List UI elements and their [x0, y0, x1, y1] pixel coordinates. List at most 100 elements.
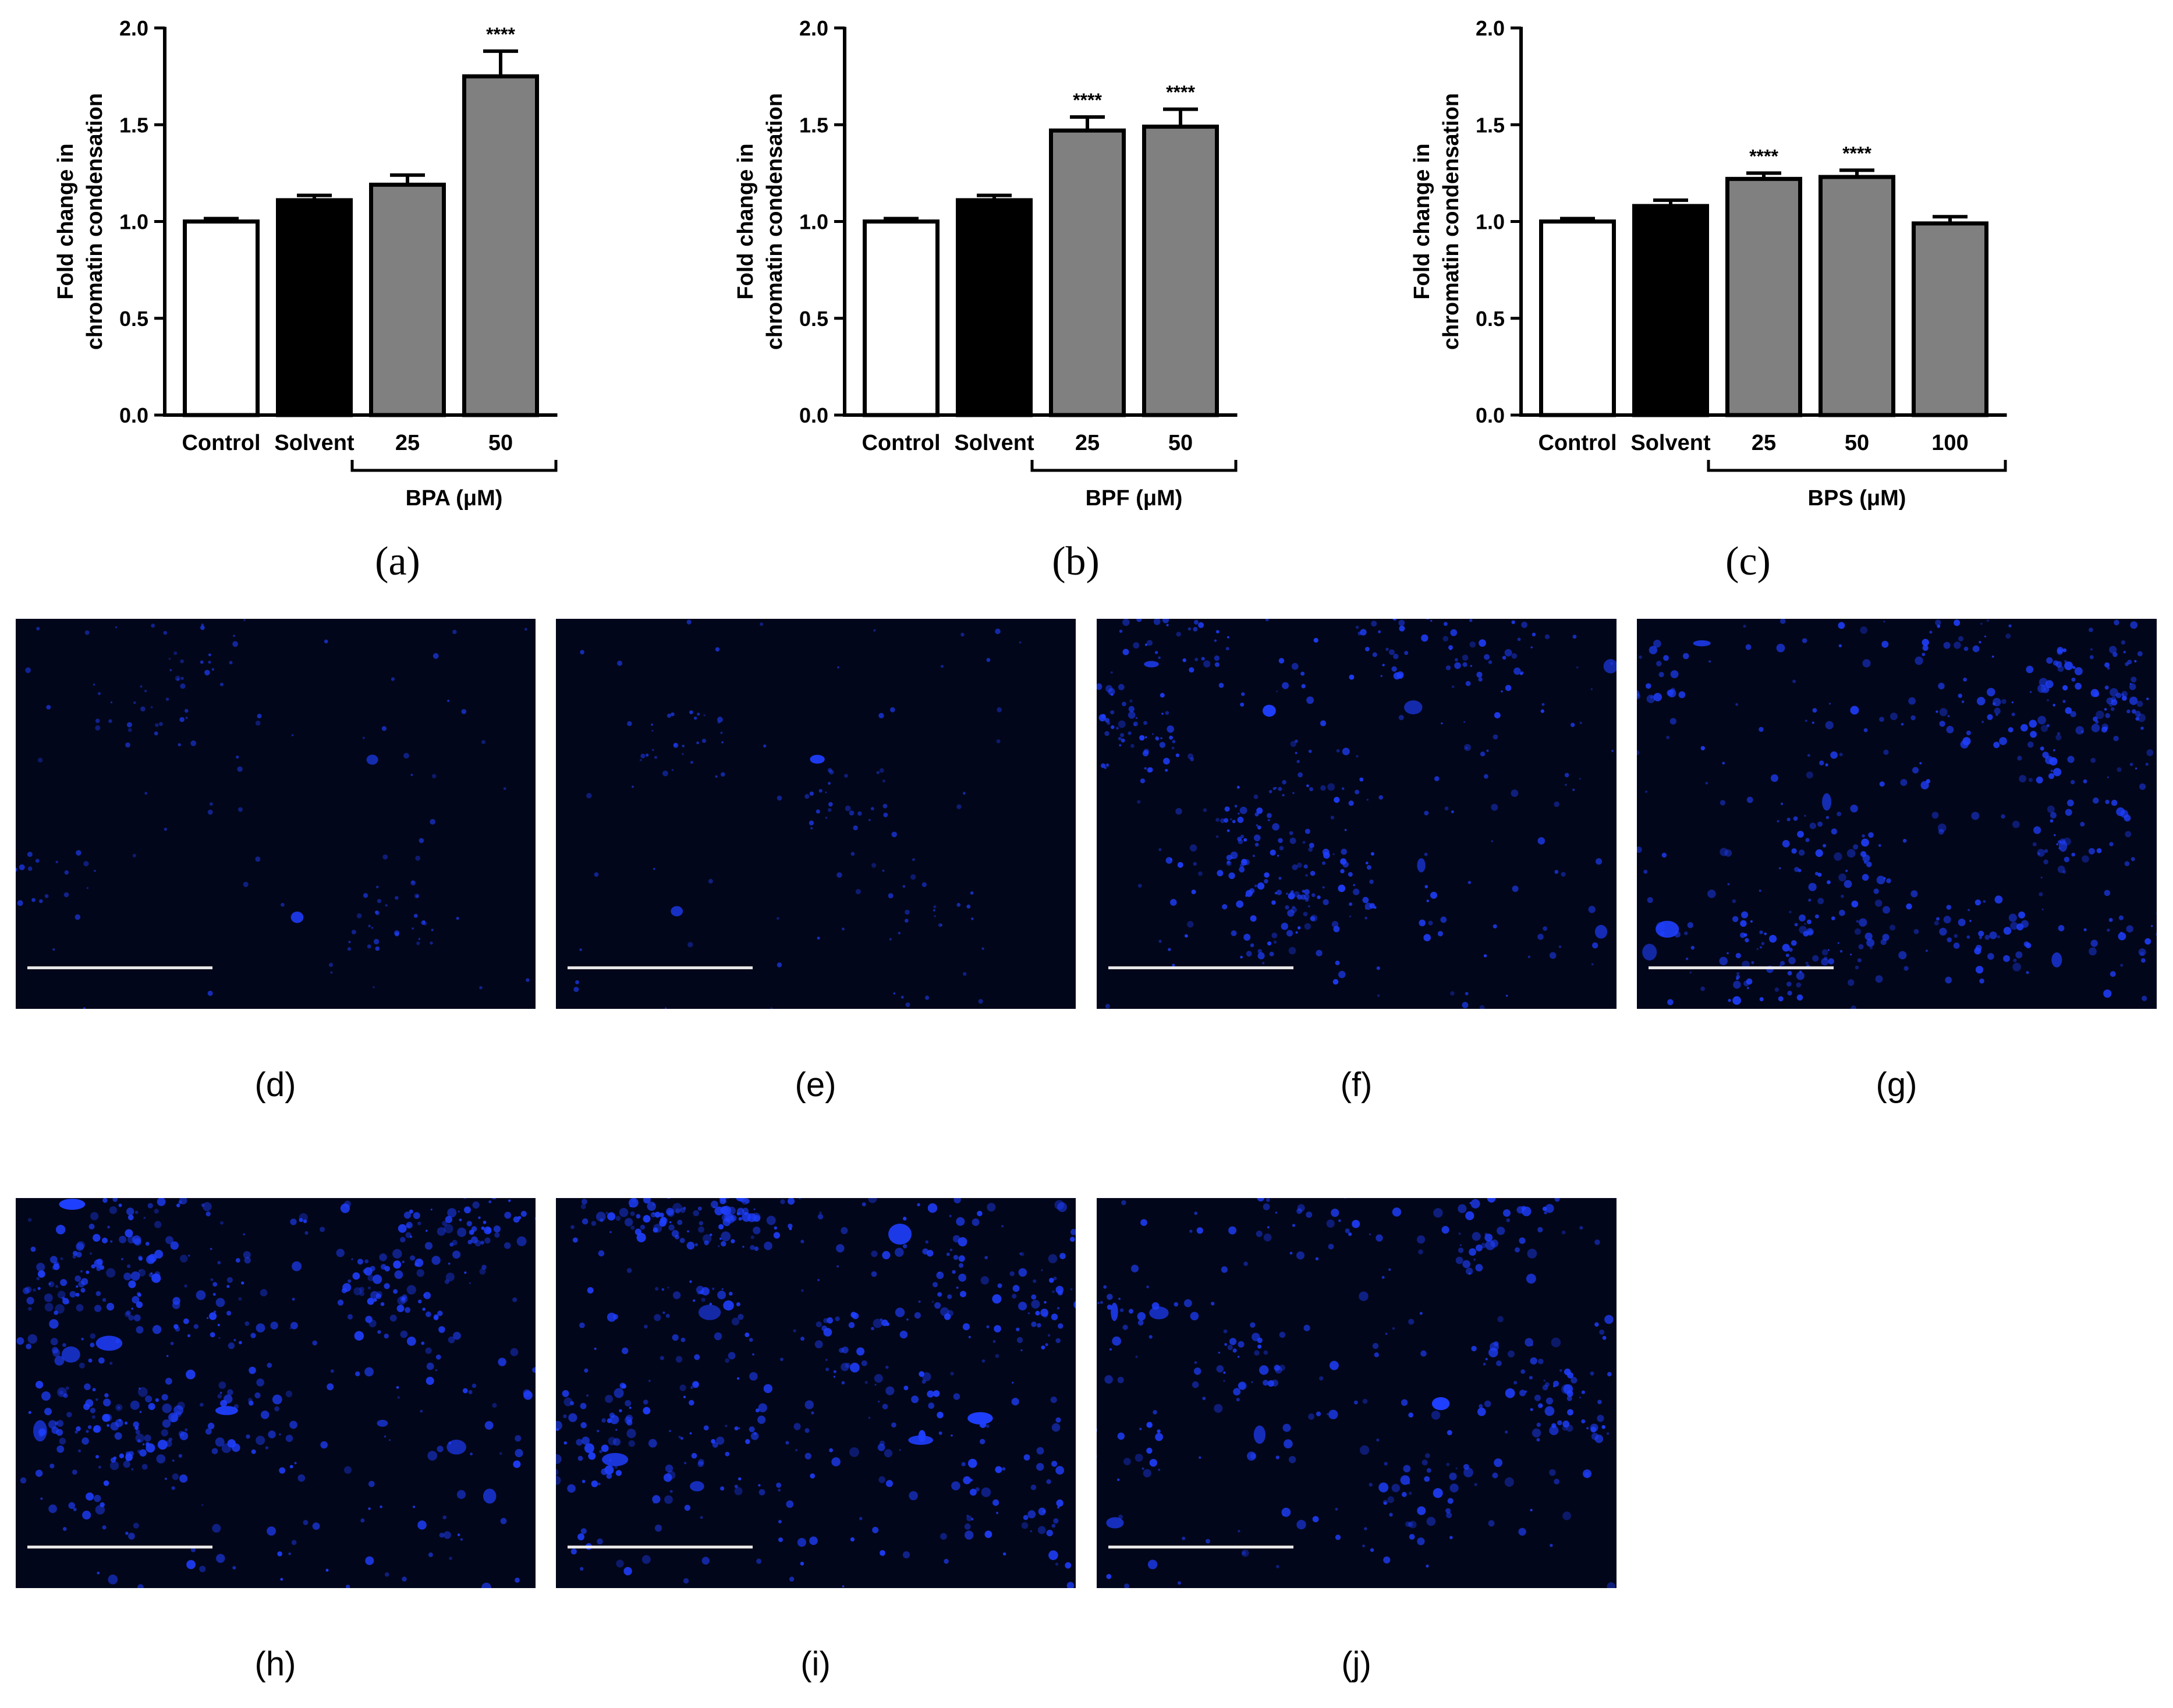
nucleus	[1831, 828, 1838, 835]
nucleus	[2062, 685, 2068, 691]
nucleus	[1309, 787, 1313, 792]
nucleus	[23, 1287, 30, 1294]
nucleus	[1445, 665, 1451, 671]
nucleus	[883, 813, 888, 817]
nucleus	[1296, 1519, 1306, 1530]
nucleus	[1282, 682, 1289, 689]
nucleus	[1267, 1226, 1270, 1229]
nucleus	[2048, 773, 2055, 779]
nucleus	[2030, 691, 2032, 693]
nucleus	[758, 1484, 761, 1487]
nucleus	[1137, 884, 1142, 888]
nucleus	[2064, 660, 2067, 663]
nucleus	[654, 756, 657, 759]
nucleus	[2144, 938, 2151, 945]
nucleus	[1124, 1583, 1129, 1588]
nucleus	[1449, 1472, 1457, 1480]
nucleus	[932, 1282, 938, 1288]
nucleus	[1048, 1254, 1058, 1263]
nucleus	[1384, 1462, 1388, 1466]
nucleus	[126, 722, 132, 728]
nucleus	[493, 1225, 501, 1233]
nucleus	[57, 1387, 67, 1397]
nucleus	[1592, 942, 1598, 949]
nucleus	[203, 1202, 212, 1211]
nucleus	[1455, 1256, 1463, 1264]
nucleus	[1278, 658, 1285, 664]
nucleus	[1218, 682, 1224, 688]
nucleus	[1193, 627, 1198, 632]
nucleus	[686, 619, 692, 625]
nucleus	[667, 1198, 671, 1199]
nucleus	[1961, 700, 1965, 703]
nucleus	[1594, 1322, 1599, 1327]
nucleus	[576, 1438, 583, 1446]
nucleus	[1290, 740, 1296, 747]
nucleus	[614, 1388, 624, 1398]
nucleus	[1890, 713, 1898, 721]
nucleus	[1046, 1529, 1053, 1537]
nucleus	[1310, 870, 1316, 876]
nucleus	[430, 941, 433, 945]
nucleus	[200, 1402, 204, 1407]
nucleus	[257, 714, 262, 719]
nucleus	[1661, 852, 1667, 858]
nucleus	[980, 1276, 989, 1285]
nucleus	[130, 1271, 140, 1281]
nucleus	[289, 1465, 293, 1469]
nucleus	[256, 1379, 264, 1387]
nucleus	[1053, 1276, 1057, 1281]
nucleus	[1340, 869, 1345, 874]
nucleus	[1366, 799, 1369, 801]
nucleus	[582, 1479, 586, 1483]
y-tick-label: 2.0	[119, 16, 148, 40]
nucleus	[1036, 1463, 1044, 1471]
nucleus	[1424, 852, 1428, 856]
nucleus	[1590, 688, 1593, 690]
nucleus	[1183, 1299, 1192, 1307]
nucleus	[1055, 1466, 1064, 1475]
nucleus	[953, 1255, 959, 1260]
nucleus	[2118, 915, 2124, 920]
nucleus	[1856, 920, 1859, 923]
nucleus	[1259, 1365, 1269, 1375]
nucleus	[800, 1337, 804, 1341]
nucleus	[435, 1354, 441, 1360]
nucleus	[1727, 952, 1729, 955]
nucleus	[143, 1217, 146, 1219]
nucleus	[138, 1268, 146, 1277]
nucleus	[1557, 1420, 1562, 1426]
nucleus	[1978, 930, 1984, 937]
nucleus	[534, 1217, 536, 1220]
nucleus	[76, 1241, 85, 1250]
nucleus	[403, 1211, 412, 1219]
nucleus	[36, 626, 40, 630]
group-label: BPS (μM)	[1808, 486, 1906, 511]
nucleus	[1483, 1362, 1486, 1366]
nucleus	[1016, 1337, 1023, 1344]
nucleus	[81, 1278, 88, 1285]
nucleus	[1251, 1381, 1253, 1383]
nucleus	[721, 772, 725, 777]
nucleus	[1421, 634, 1428, 642]
nucleus	[876, 771, 880, 774]
nucleus	[1420, 1350, 1427, 1357]
nucleus	[1221, 1266, 1228, 1273]
nucleus	[1873, 888, 1879, 894]
nucleus	[758, 1489, 765, 1496]
nucleus	[185, 717, 188, 719]
nucleus	[1142, 750, 1149, 757]
nucleus	[76, 1252, 82, 1258]
nucleus	[165, 1440, 172, 1447]
nucleus	[919, 1371, 924, 1377]
nucleus	[701, 739, 706, 743]
nucleus	[2040, 876, 2043, 878]
nucleus	[207, 1422, 215, 1430]
nucleus	[227, 1439, 236, 1448]
micrograph-d	[16, 619, 536, 1009]
nucleus	[380, 1302, 385, 1306]
nucleus	[2045, 756, 2054, 764]
nucleus	[1418, 1249, 1423, 1255]
nucleus	[1576, 666, 1579, 669]
nucleus	[667, 1287, 669, 1289]
